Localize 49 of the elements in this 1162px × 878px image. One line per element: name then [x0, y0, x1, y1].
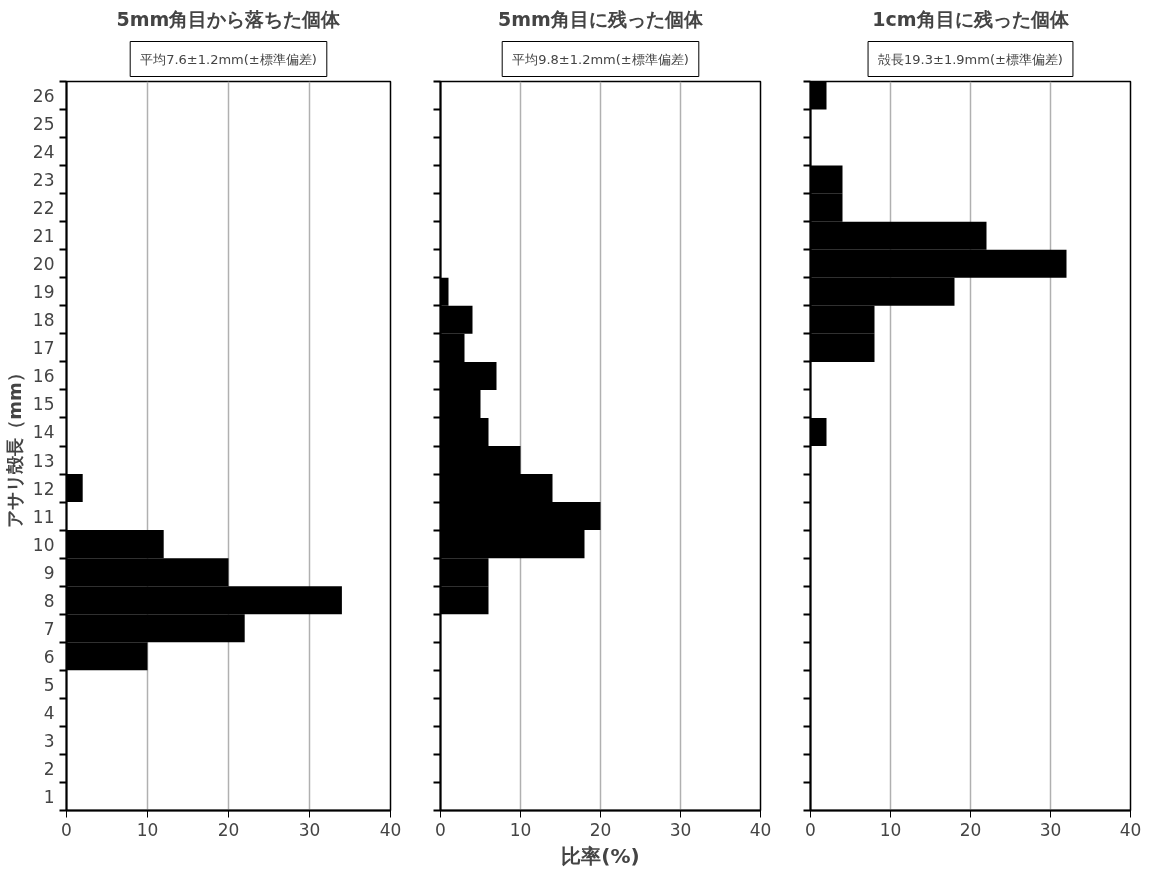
y-tick-label: 11 [32, 506, 55, 527]
x-tick-label: 10 [879, 819, 902, 840]
y-tick-label: 10 [32, 534, 55, 555]
x-tick-label: 0 [435, 819, 446, 840]
y-tick-label: 15 [32, 394, 55, 415]
y-tick-label: 19 [32, 282, 55, 303]
x-axis-title: 比率(%) [561, 843, 640, 868]
y-tick-label: 13 [32, 450, 55, 471]
x-tick-label: 0 [61, 819, 72, 840]
y-tick-label: 14 [32, 422, 55, 443]
y-tick-label: 2 [43, 758, 55, 779]
x-tick-label: 0 [805, 819, 816, 840]
x-tick-label: 10 [509, 819, 532, 840]
chart-title: 1cm角目に残った個体 [872, 7, 1070, 30]
chart-subtitle: 殻長19.3±1.9mm(±標準偏差) [878, 51, 1063, 67]
y-tick-label: 5 [43, 674, 55, 695]
y-axis-title: アサリ殻長（mm） [3, 364, 25, 528]
x-tick-label: 20 [589, 819, 612, 840]
chart-subtitle: 平均9.8±1.2mm(±標準偏差) [512, 51, 689, 67]
x-tick-label: 40 [379, 819, 402, 840]
y-tick-label: 18 [32, 310, 55, 331]
x-tick-label: 40 [1119, 819, 1142, 840]
y-tick-label: 16 [32, 366, 55, 387]
x-tick-label: 30 [1039, 819, 1062, 840]
y-tick-label: 24 [32, 142, 55, 163]
y-tick-label: 7 [43, 618, 55, 639]
chart-title: 5mm角目に残った個体 [498, 7, 704, 30]
chart-subtitle: 平均7.6±1.2mm(±標準偏差) [140, 51, 317, 67]
y-tick-label: 17 [32, 338, 55, 359]
y-tick-label: 12 [32, 478, 55, 499]
y-tick-label: 21 [32, 226, 55, 247]
x-tick-label: 30 [298, 819, 321, 840]
y-tick-label: 3 [43, 730, 55, 751]
x-tick-label: 10 [136, 819, 159, 840]
x-tick-label: 20 [217, 819, 240, 840]
y-tick-label: 20 [32, 254, 55, 275]
chart-title: 5mm角目から落ちた個体 [116, 7, 342, 30]
y-tick-label: 6 [43, 646, 55, 667]
y-tick-label: 1 [43, 786, 55, 807]
y-tick-label: 26 [32, 86, 55, 107]
y-tick-label: 22 [32, 198, 55, 219]
x-tick-label: 30 [669, 819, 692, 840]
x-tick-label: 40 [749, 819, 772, 840]
y-tick-label: 25 [32, 114, 55, 135]
y-tick-label: 4 [43, 702, 55, 723]
x-tick-label: 20 [959, 819, 982, 840]
y-tick-label: 8 [43, 590, 55, 611]
y-tick-label: 9 [43, 562, 55, 583]
y-tick-label: 23 [32, 170, 55, 191]
